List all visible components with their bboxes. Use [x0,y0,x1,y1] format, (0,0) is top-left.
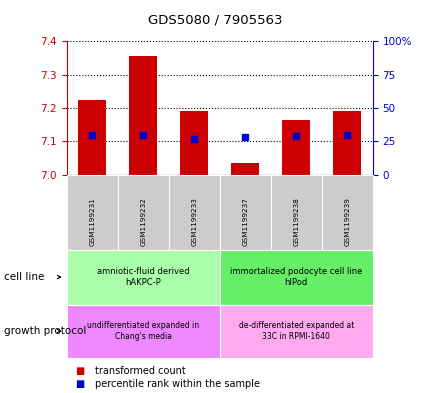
Text: GSM1199238: GSM1199238 [293,197,298,246]
Bar [78,100,106,175]
Text: percentile rank within the sample: percentile rank within the sample [95,379,259,389]
Text: ■: ■ [75,379,84,389]
Text: cell line: cell line [4,272,45,282]
Text: amniotic-fluid derived
hAKPC-P: amniotic-fluid derived hAKPC-P [97,267,189,287]
Text: GSM1199233: GSM1199233 [191,197,197,246]
Text: undifferentiated expanded in
Chang's media: undifferentiated expanded in Chang's med… [87,321,199,341]
Text: GDS5080 / 7905563: GDS5080 / 7905563 [148,14,282,27]
Bar [180,111,208,175]
Text: GSM1199232: GSM1199232 [140,197,146,246]
Bar [332,111,360,175]
Text: ■: ■ [75,366,84,376]
Point [292,133,299,139]
Point [241,134,248,141]
Point [89,132,95,138]
Bar [231,163,259,175]
Bar [129,56,157,175]
Point [190,136,197,142]
Text: growth protocol: growth protocol [4,326,86,336]
Text: GSM1199231: GSM1199231 [89,197,95,246]
Text: GSM1199239: GSM1199239 [344,197,350,246]
Point [343,132,350,138]
Text: de-differentiated expanded at
33C in RPMI-1640: de-differentiated expanded at 33C in RPM… [238,321,353,341]
Text: GSM1199237: GSM1199237 [242,197,248,246]
Text: transformed count: transformed count [95,366,185,376]
Text: immortalized podocyte cell line
hIPod: immortalized podocyte cell line hIPod [230,267,362,287]
Point [139,132,146,138]
Bar [282,120,310,175]
